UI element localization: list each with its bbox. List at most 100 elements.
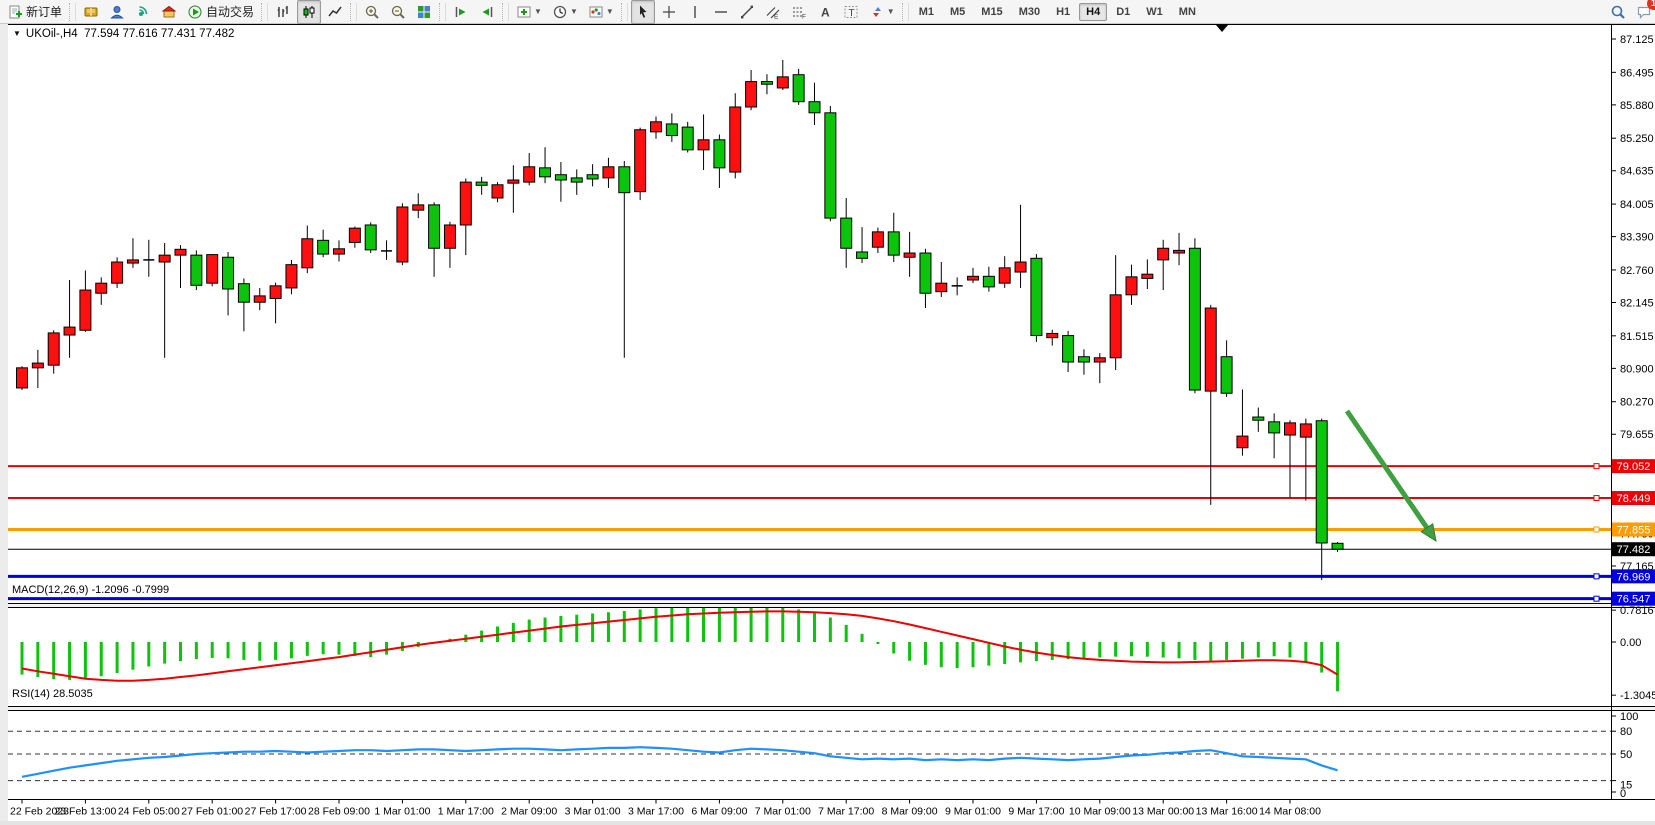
timeframe-button-mn[interactable]: MN <box>1178 5 1196 18</box>
timeframe-button-w1[interactable]: W1 <box>1146 5 1163 18</box>
arrows-button[interactable]: ▼ <box>865 0 899 24</box>
chat-button[interactable]: 1 <box>1632 0 1655 24</box>
cursor-button[interactable] <box>630 0 655 24</box>
candle-body <box>79 289 92 331</box>
candle-body <box>412 204 425 211</box>
autotrade-glyph <box>188 5 202 18</box>
vertical-line-button[interactable] <box>683 0 707 24</box>
textA-glyph: A <box>821 5 830 19</box>
text-button[interactable]: A <box>813 0 837 24</box>
price-badge-label: 79.052 <box>1617 461 1651 473</box>
search-button[interactable] <box>1606 0 1630 24</box>
candle-body <box>840 217 853 249</box>
linechart-glyph <box>328 6 342 16</box>
panel-splitter[interactable] <box>8 604 1655 607</box>
zoom-out-button[interactable] <box>386 0 410 24</box>
candle-body <box>1014 261 1027 273</box>
chart-title: ▼ UKOil-,H4 77.594 77.616 77.431 77.482 <box>13 28 234 40</box>
new-order-button[interactable]: 新订单 <box>3 0 66 24</box>
community-icon[interactable] <box>105 0 129 24</box>
trend-arrow-head[interactable] <box>1420 522 1437 543</box>
candlestick-chart-button[interactable] <box>297 0 322 24</box>
hline-anchor[interactable] <box>1593 463 1600 470</box>
candle-body <box>871 231 884 248</box>
candle-body <box>887 231 900 256</box>
autotrading-button[interactable]: 自动交易 <box>183 0 258 24</box>
signals-icon[interactable] <box>131 0 155 24</box>
candle-body <box>95 282 108 294</box>
neworder-glyph <box>9 5 22 18</box>
candle-body <box>237 283 250 303</box>
shift-glyph <box>482 6 493 17</box>
time-axis-label: 10 Mar 09:00 <box>1069 806 1131 818</box>
candle-body <box>539 167 552 178</box>
time-axis-label: 9 Mar 01:00 <box>945 806 1001 818</box>
time-axis-label: 27 Feb 01:00 <box>181 806 243 818</box>
horizontal-lines <box>8 463 1611 602</box>
charts-book-icon[interactable] <box>79 0 103 24</box>
candle-body <box>634 129 647 193</box>
templates-button[interactable]: ▼ <box>584 0 618 24</box>
timeframe-button-h4[interactable]: H4 <box>1079 2 1108 21</box>
timeframe-button-m30[interactable]: M30 <box>1018 5 1041 18</box>
price-badge-label: 76.969 <box>1617 571 1651 583</box>
timeframe-button-m1[interactable]: M1 <box>918 5 934 18</box>
auto-scroll-button[interactable] <box>449 0 473 24</box>
line-chart-button[interactable] <box>323 0 347 24</box>
candle-body <box>713 139 726 169</box>
candle-body <box>681 126 694 151</box>
trendline-button[interactable] <box>735 0 759 24</box>
candle-body <box>1109 294 1122 359</box>
dropdown-arrow-icon[interactable]: ▼ <box>569 7 578 16</box>
hline-anchor[interactable] <box>1593 595 1600 602</box>
price-chart-canvas[interactable]: 87.125 86.495 85.880 85.250 84.635 84.005 83.3… <box>8 24 1655 821</box>
dropdown-arrow-icon[interactable]: ▼ <box>886 7 895 16</box>
crosshair-button[interactable] <box>657 0 681 24</box>
price-tick-label: 79.655 <box>1620 429 1654 441</box>
clock-glyph <box>553 5 567 18</box>
time-axis-label: 2 Mar 09:00 <box>501 806 557 818</box>
zoom-in-button[interactable] <box>360 0 384 24</box>
macd-indicator-label: MACD(12,26,9) -1.2096 -0.7999 <box>12 584 170 596</box>
text-label-button[interactable]: T <box>839 0 863 24</box>
candle-body <box>523 166 536 183</box>
hline-anchor[interactable] <box>1593 526 1600 533</box>
toolbar-separator <box>502 2 510 21</box>
candle-body <box>348 227 361 243</box>
market-icon[interactable] <box>157 0 181 24</box>
chart-title-dropdown-icon[interactable]: ▼ <box>13 29 21 38</box>
chart-shift-marker[interactable] <box>1216 25 1228 32</box>
candle-body <box>333 248 345 255</box>
trend-arrow-line[interactable] <box>1344 409 1430 530</box>
timeframe-button-d1[interactable]: D1 <box>1116 5 1131 18</box>
hline-anchor[interactable] <box>1593 573 1600 580</box>
price-badge-label: 77.855 <box>1617 524 1651 536</box>
horizontal-line-button[interactable] <box>709 0 733 24</box>
fibonacci-button[interactable]: F <box>787 0 811 24</box>
candle-body <box>1141 273 1154 279</box>
candle-body <box>1331 542 1344 550</box>
equidistant-channel-button[interactable]: E <box>761 0 785 24</box>
panel-splitter[interactable] <box>8 707 1655 710</box>
dropdown-arrow-icon[interactable]: ▼ <box>534 7 542 16</box>
timeframe-button-h1[interactable]: H1 <box>1056 5 1071 18</box>
indicators-glyph <box>517 6 531 17</box>
periods-button[interactable]: ▼ <box>548 0 582 24</box>
time-axis-label: 7 Mar 01:00 <box>755 806 811 818</box>
candle-body <box>935 282 948 293</box>
bar-chart-button[interactable] <box>271 0 295 24</box>
chart-shift-button[interactable] <box>475 0 499 24</box>
candle-body <box>1046 332 1059 339</box>
dropdown-arrow-icon[interactable]: ▼ <box>605 7 614 16</box>
hline-anchor[interactable] <box>1593 495 1600 502</box>
toolbar-separator <box>439 2 447 21</box>
indicators-button[interactable]: ▼ <box>512 0 546 24</box>
candle-body <box>1173 249 1186 254</box>
trendline-glyph <box>740 5 753 18</box>
time-axis-label: 1 Mar 17:00 <box>438 806 494 818</box>
macd-signal-line <box>21 610 1339 682</box>
candle-body <box>396 206 409 263</box>
timeframe-button-m5[interactable]: M5 <box>950 5 966 18</box>
tile-windows-button[interactable] <box>412 0 436 24</box>
timeframe-button-m15[interactable]: M15 <box>981 5 1003 18</box>
